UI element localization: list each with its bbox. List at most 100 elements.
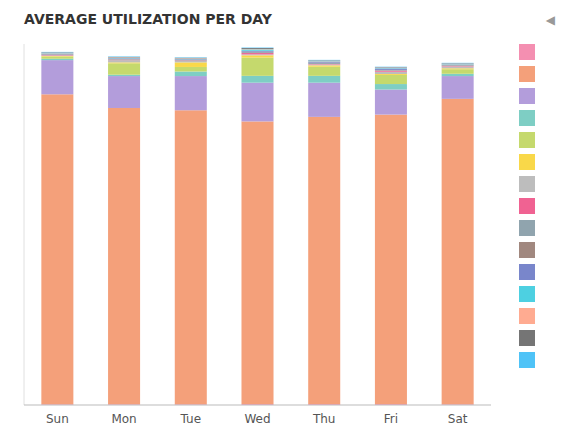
legend-swatch	[519, 176, 535, 192]
bar-segment	[308, 62, 340, 63]
bar-segment	[375, 115, 407, 404]
bar-segment	[108, 75, 140, 76]
bar-segment	[375, 70, 407, 71]
bar-segment	[442, 69, 474, 74]
bar-segment	[108, 57, 140, 58]
bar-segment	[308, 61, 340, 63]
bar-segment	[308, 60, 340, 61]
bar-segment	[41, 56, 73, 58]
bar-segment	[241, 48, 273, 49]
bar-segment	[241, 58, 273, 76]
bar-segment	[375, 75, 407, 84]
bar-segment	[41, 59, 73, 60]
legend-swatch	[519, 352, 535, 368]
bar-segment	[108, 56, 140, 57]
bar-segment	[108, 59, 140, 60]
bar-segment	[41, 54, 73, 55]
bar-segment	[108, 56, 140, 57]
bar-segment	[308, 63, 340, 65]
legend-swatch	[519, 198, 535, 214]
bar-segment	[442, 66, 474, 67]
bar-segment	[175, 62, 207, 67]
bar-segment	[375, 90, 407, 115]
bar-segment	[41, 94, 73, 404]
bar-segment	[375, 69, 407, 70]
bar-segment	[41, 55, 73, 56]
legend-swatch	[519, 220, 535, 236]
bar-segment	[442, 74, 474, 76]
bar-segment	[375, 70, 407, 72]
bar-segment	[108, 108, 140, 404]
bar-segment	[175, 67, 207, 72]
bar-segment	[375, 84, 407, 89]
bar-segment	[308, 65, 340, 66]
bar-segment	[241, 83, 273, 122]
bar-segment	[175, 58, 207, 59]
y-axis-line	[24, 44, 25, 405]
bar-segment	[41, 54, 73, 55]
bar-segment	[241, 54, 273, 56]
legend-swatch	[519, 264, 535, 280]
bar-segment	[175, 110, 207, 404]
legend-swatch	[519, 154, 535, 170]
bar-segment	[175, 59, 207, 60]
bar-segment	[375, 66, 407, 67]
bar-segment	[108, 57, 140, 58]
bar-segment	[442, 65, 474, 66]
bar-segment	[241, 49, 273, 50]
bars	[41, 48, 473, 405]
legend-swatch	[519, 88, 535, 104]
bar-segment	[175, 76, 207, 110]
bar-segment	[308, 60, 340, 61]
bar-segment	[442, 76, 474, 99]
bar-segment	[442, 65, 474, 66]
bar-segment	[241, 53, 273, 54]
bar-segment	[41, 60, 73, 94]
bar-segment	[108, 60, 140, 62]
bar-segment	[442, 64, 474, 65]
annotation: ◀	[546, 13, 556, 27]
x-tick-label: Mon	[111, 412, 136, 426]
bar-segment	[375, 72, 407, 74]
bar-segment	[308, 117, 340, 404]
x-axis-line	[24, 405, 491, 406]
bar-segment	[41, 55, 73, 56]
bar-segment	[241, 55, 273, 57]
bar-segment	[442, 99, 474, 404]
bar-segment	[241, 121, 273, 404]
bar-segment	[308, 76, 340, 83]
bar-segment	[241, 50, 273, 52]
bar-segment	[41, 52, 73, 53]
legend-swatch	[519, 286, 535, 302]
bar-segment	[241, 52, 273, 54]
x-tick-label: Fri	[384, 412, 398, 426]
bar-segment	[175, 58, 207, 59]
bar-segment	[375, 69, 407, 70]
bar-segment	[41, 51, 73, 52]
bar-segment	[108, 76, 140, 108]
bar-segment	[442, 64, 474, 65]
bar-segment	[108, 58, 140, 59]
bar-segment	[308, 63, 340, 64]
legend-swatch	[519, 308, 535, 324]
bar-segment	[108, 58, 140, 59]
bar-segment	[41, 53, 73, 54]
bar-segment	[442, 63, 474, 64]
legend-swatch	[519, 242, 535, 258]
legend-swatch	[519, 132, 535, 148]
bar-segment	[108, 63, 140, 74]
bar-segment	[308, 83, 340, 117]
x-tick-label: Thu	[312, 412, 336, 426]
bar-segment	[241, 47, 273, 48]
bar-segment	[375, 68, 407, 69]
x-tick-label: Sun	[46, 412, 69, 426]
legend-swatch	[519, 66, 535, 82]
bar-segment	[308, 64, 340, 66]
bar-segment	[442, 66, 474, 68]
bar-segment	[308, 67, 340, 76]
bar-segment	[175, 72, 207, 77]
bar-segment	[308, 61, 340, 62]
bar-segment	[175, 60, 207, 61]
legend	[519, 44, 535, 368]
bar-segment	[241, 48, 273, 50]
